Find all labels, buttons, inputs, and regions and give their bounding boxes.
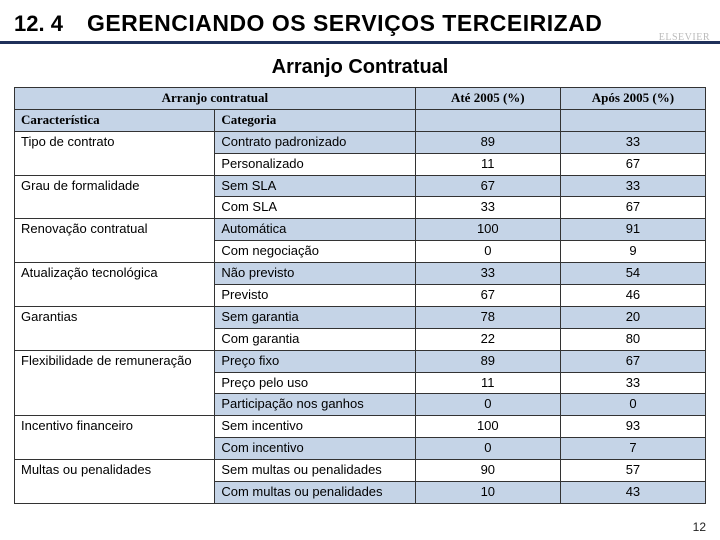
section-number: 12. 4 <box>14 11 63 37</box>
cell-value-2005: 100 <box>415 416 560 438</box>
page-number: 12 <box>693 520 706 534</box>
th-blank1 <box>415 109 560 131</box>
th-col1: Característica <box>15 109 215 131</box>
cell-value-2005: 100 <box>415 219 560 241</box>
cell-value-after-2005: 9 <box>560 241 705 263</box>
table-row: Tipo de contratoContrato padronizado8933 <box>15 131 706 153</box>
table-row: GarantiasSem garantia7820 <box>15 306 706 328</box>
cell-category: Com multas ou penalidades <box>215 482 415 504</box>
cell-value-after-2005: 80 <box>560 328 705 350</box>
cell-value-after-2005: 67 <box>560 153 705 175</box>
cell-category: Com SLA <box>215 197 415 219</box>
cell-value-after-2005: 67 <box>560 197 705 219</box>
cell-characteristic: Atualização tecnológica <box>15 263 215 307</box>
cell-value-2005: 89 <box>415 131 560 153</box>
table-row: Grau de formalidadeSem SLA6733 <box>15 175 706 197</box>
cell-value-after-2005: 0 <box>560 394 705 416</box>
cell-category: Contrato padronizado <box>215 131 415 153</box>
cell-value-after-2005: 57 <box>560 460 705 482</box>
table-row: Renovação contratualAutomática10091 <box>15 219 706 241</box>
page-header: 12. 4 GERENCIANDO OS SERVIÇOS TERCEIRIZA… <box>0 0 720 44</box>
cell-value-2005: 33 <box>415 263 560 285</box>
watermark-text: ELSEVIER <box>659 32 710 43</box>
cell-category: Com garantia <box>215 328 415 350</box>
cell-category: Sem incentivo <box>215 416 415 438</box>
section-title: GERENCIANDO OS SERVIÇOS TERCEIRIZAD <box>87 10 602 37</box>
cell-value-after-2005: 46 <box>560 285 705 307</box>
cell-category: Previsto <box>215 285 415 307</box>
cell-value-after-2005: 93 <box>560 416 705 438</box>
cell-characteristic: Garantias <box>15 306 215 350</box>
cell-value-2005: 0 <box>415 394 560 416</box>
cell-value-2005: 10 <box>415 482 560 504</box>
cell-value-2005: 67 <box>415 175 560 197</box>
table-row: Flexibilidade de remuneraçãoPreço fixo89… <box>15 350 706 372</box>
cell-category: Personalizado <box>215 153 415 175</box>
cell-category: Sem garantia <box>215 306 415 328</box>
cell-value-after-2005: 54 <box>560 263 705 285</box>
cell-category: Sem multas ou penalidades <box>215 460 415 482</box>
cell-characteristic: Multas ou penalidades <box>15 460 215 504</box>
cell-value-2005: 67 <box>415 285 560 307</box>
cell-value-after-2005: 33 <box>560 131 705 153</box>
cell-characteristic: Tipo de contrato <box>15 131 215 175</box>
cell-value-after-2005: 33 <box>560 175 705 197</box>
th-blank2 <box>560 109 705 131</box>
cell-characteristic: Renovação contratual <box>15 219 215 263</box>
cell-value-2005: 90 <box>415 460 560 482</box>
cell-category: Com incentivo <box>215 438 415 460</box>
cell-value-after-2005: 33 <box>560 372 705 394</box>
table-body: Tipo de contratoContrato padronizado8933… <box>15 131 706 503</box>
cell-value-2005: 11 <box>415 153 560 175</box>
cell-characteristic: Grau de formalidade <box>15 175 215 219</box>
table-row: Incentivo financeiroSem incentivo10093 <box>15 416 706 438</box>
cell-value-after-2005: 20 <box>560 306 705 328</box>
cell-value-2005: 11 <box>415 372 560 394</box>
contractual-table: Arranjo contratual Até 2005 (%) Após 200… <box>14 87 706 504</box>
cell-value-after-2005: 67 <box>560 350 705 372</box>
cell-category: Preço pelo uso <box>215 372 415 394</box>
th-span: Arranjo contratual <box>15 88 416 110</box>
cell-category: Preço fixo <box>215 350 415 372</box>
table-container: Arranjo contratual Até 2005 (%) Após 200… <box>14 87 706 504</box>
cell-value-after-2005: 91 <box>560 219 705 241</box>
table-row: Atualização tecnológicaNão previsto3354 <box>15 263 706 285</box>
cell-value-2005: 89 <box>415 350 560 372</box>
cell-value-2005: 22 <box>415 328 560 350</box>
cell-value-2005: 0 <box>415 438 560 460</box>
cell-category: Automática <box>215 219 415 241</box>
cell-category: Participação nos ganhos <box>215 394 415 416</box>
cell-value-2005: 0 <box>415 241 560 263</box>
cell-category: Sem SLA <box>215 175 415 197</box>
cell-category: Não previsto <box>215 263 415 285</box>
cell-characteristic: Incentivo financeiro <box>15 416 215 460</box>
cell-value-2005: 33 <box>415 197 560 219</box>
cell-value-2005: 78 <box>415 306 560 328</box>
cell-value-after-2005: 43 <box>560 482 705 504</box>
subtitle: Arranjo Contratual <box>0 56 720 79</box>
th-col3: Até 2005 (%) <box>415 88 560 110</box>
cell-value-after-2005: 7 <box>560 438 705 460</box>
table-head: Arranjo contratual Até 2005 (%) Após 200… <box>15 88 706 132</box>
table-row: Multas ou penalidadesSem multas ou penal… <box>15 460 706 482</box>
cell-characteristic: Flexibilidade de remuneração <box>15 350 215 416</box>
th-col2: Categoria <box>215 109 415 131</box>
cell-category: Com negociação <box>215 241 415 263</box>
th-col4: Após 2005 (%) <box>560 88 705 110</box>
